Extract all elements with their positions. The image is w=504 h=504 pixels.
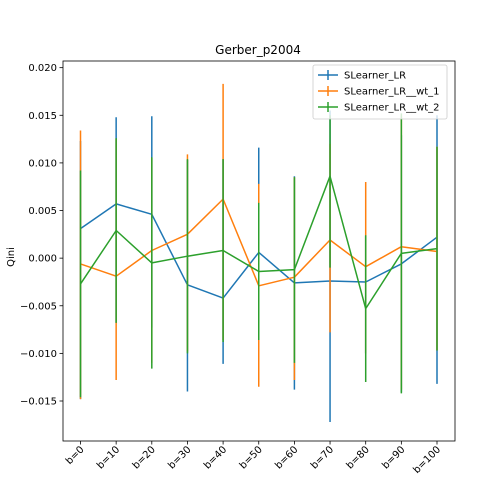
y-axis: −0.015 −0.010 −0.005 0.000 0.005 0.010 0.015 0.… — [20, 63, 63, 408]
y-tick-label: 0.005 — [28, 206, 57, 217]
x-tick-label: b=70 — [309, 444, 336, 471]
legend-label: SLearner_LR__wt_1 — [344, 87, 440, 98]
legend-label: SLearner_LR__wt_2 — [344, 103, 440, 114]
y-tick-label: 0.000 — [28, 254, 57, 265]
y-tick-label: −0.005 — [20, 301, 57, 312]
series-line — [79, 175, 438, 310]
y-tick-label: 0.015 — [28, 111, 57, 122]
x-tick-label: b=20 — [131, 444, 158, 471]
legend: SLearner_LR SLearner_LR__wt_1 SLearner_LR_… — [312, 64, 448, 120]
legend-label: SLearner_LR — [344, 71, 406, 82]
legend-box — [312, 64, 448, 120]
series-3 — [79, 113, 438, 398]
x-tick-label: b=80 — [345, 444, 372, 471]
x-axis: b=0 b=10 b=20 b=30 b=40 b=50 b=60 b=70 b=80 b=90 b… — [64, 441, 443, 476]
plot-area — [62, 60, 456, 442]
chart-title: Gerber_p2004 — [215, 43, 301, 57]
y-axis-label: Qini — [6, 247, 17, 267]
x-tick-label: b=10 — [95, 444, 122, 471]
x-tick-label: b=90 — [380, 444, 407, 471]
x-tick-label: b=40 — [202, 444, 229, 471]
x-tick-label: b=30 — [166, 444, 193, 471]
x-tick-label: b=50 — [238, 444, 265, 471]
x-tick-label: b=100 — [411, 444, 443, 476]
x-tick-label: b=0 — [64, 444, 87, 467]
y-tick-label: 0.020 — [28, 63, 57, 74]
y-tick-label: 0.010 — [28, 158, 57, 169]
y-tick-label: −0.010 — [20, 349, 57, 360]
y-tick-label: −0.015 — [20, 397, 57, 408]
x-tick-label: b=60 — [273, 444, 300, 471]
